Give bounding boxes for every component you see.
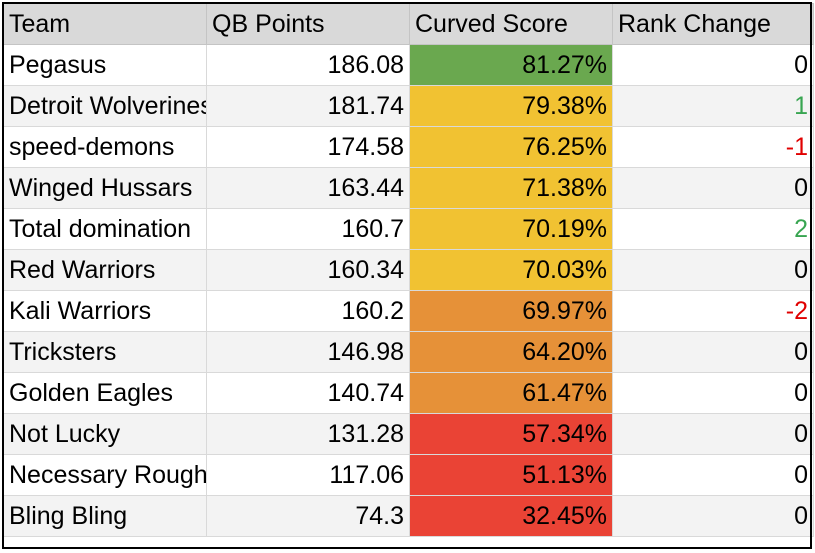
cell-rank-change[interactable]: 0: [612, 331, 814, 373]
cell-curved-score[interactable]: 76.25%: [409, 126, 613, 168]
cell-curved-score[interactable]: 70.03%: [409, 249, 613, 291]
cell-qb-points[interactable]: 131.28: [206, 413, 410, 455]
header-qb-points[interactable]: QB Points: [206, 3, 410, 45]
table-row: Tricksters 146.98 64.20% 0: [3, 331, 814, 373]
table-row: Total domination 160.7 70.19% 2: [3, 208, 814, 250]
cell-curved-score[interactable]: 51.13%: [409, 454, 613, 496]
cell-team[interactable]: Not Lucky: [3, 413, 207, 455]
cell-curved-score[interactable]: 69.97%: [409, 290, 613, 332]
table-row: Red Warriors 160.34 70.03% 0: [3, 249, 814, 291]
cell-curved-score[interactable]: 61.47%: [409, 372, 613, 414]
cell-team[interactable]: Winged Hussars: [3, 167, 207, 209]
cell-rank-change[interactable]: 0: [612, 495, 814, 537]
cell-team[interactable]: Pegasus: [3, 44, 207, 86]
cell-rank-change[interactable]: 0: [612, 44, 814, 86]
cell-qb-points[interactable]: 174.58: [206, 126, 410, 168]
table-row: Pegasus 186.08 81.27% 0: [3, 44, 814, 86]
cell-rank-change[interactable]: -2: [612, 290, 814, 332]
table-row: Kali Warriors 160.2 69.97% -2: [3, 290, 814, 332]
cell-rank-change[interactable]: 0: [612, 454, 814, 496]
cell-curved-score[interactable]: 81.27%: [409, 44, 613, 86]
cell-qb-points[interactable]: 160.34: [206, 249, 410, 291]
cell-rank-change[interactable]: 0: [612, 413, 814, 455]
table-row: Bling Bling 74.3 32.45% 0: [3, 495, 814, 537]
cell-qb-points[interactable]: 181.74: [206, 85, 410, 127]
table-body: Pegasus 186.08 81.27% 0 Detroit Wolverines 18…: [3, 44, 814, 537]
cell-team[interactable]: Bling Bling: [3, 495, 207, 537]
cell-curved-score[interactable]: 70.19%: [409, 208, 613, 250]
cell-rank-change[interactable]: 0: [612, 249, 814, 291]
cell-qb-points[interactable]: 74.3: [206, 495, 410, 537]
cell-curved-score[interactable]: 79.38%: [409, 85, 613, 127]
cell-team[interactable]: Tricksters: [3, 331, 207, 373]
header-row: Team QB Points Curved Score Rank Change: [3, 3, 814, 45]
table-row: Winged Hussars 163.44 71.38% 0: [3, 167, 814, 209]
cell-qb-points[interactable]: 163.44: [206, 167, 410, 209]
cell-team[interactable]: Golden Eagles: [3, 372, 207, 414]
cell-qb-points[interactable]: 146.98: [206, 331, 410, 373]
cell-team[interactable]: Total domination: [3, 208, 207, 250]
cell-curved-score[interactable]: 57.34%: [409, 413, 613, 455]
cell-team[interactable]: speed-demons: [3, 126, 207, 168]
cell-rank-change[interactable]: 2: [612, 208, 814, 250]
header-rank-change[interactable]: Rank Change: [612, 3, 814, 45]
cell-rank-change[interactable]: 1: [612, 85, 814, 127]
cell-rank-change[interactable]: -1: [612, 126, 814, 168]
header-team[interactable]: Team: [3, 3, 207, 45]
cell-qb-points[interactable]: 160.7: [206, 208, 410, 250]
table-row: Detroit Wolverines 181.74 79.38% 1: [3, 85, 814, 127]
cell-curved-score[interactable]: 71.38%: [409, 167, 613, 209]
cell-team[interactable]: Red Warriors: [3, 249, 207, 291]
header-curved-score[interactable]: Curved Score: [409, 3, 613, 45]
cell-qb-points[interactable]: 117.06: [206, 454, 410, 496]
cell-qb-points[interactable]: 160.2: [206, 290, 410, 332]
cell-curved-score[interactable]: 64.20%: [409, 331, 613, 373]
cell-qb-points[interactable]: 140.74: [206, 372, 410, 414]
cell-team[interactable]: Kali Warriors: [3, 290, 207, 332]
table-row: Not Lucky 131.28 57.34% 0: [3, 413, 814, 455]
table-row: speed-demons 174.58 76.25% -1: [3, 126, 814, 168]
cell-team[interactable]: Necessary Roughness: [3, 454, 207, 496]
standings-table: Team QB Points Curved Score Rank Change …: [3, 3, 814, 537]
cell-curved-score[interactable]: 32.45%: [409, 495, 613, 537]
cell-rank-change[interactable]: 0: [612, 167, 814, 209]
table-row: Golden Eagles 140.74 61.47% 0: [3, 372, 814, 414]
cell-rank-change[interactable]: 0: [612, 372, 814, 414]
cell-team[interactable]: Detroit Wolverines: [3, 85, 207, 127]
cell-qb-points[interactable]: 186.08: [206, 44, 410, 86]
